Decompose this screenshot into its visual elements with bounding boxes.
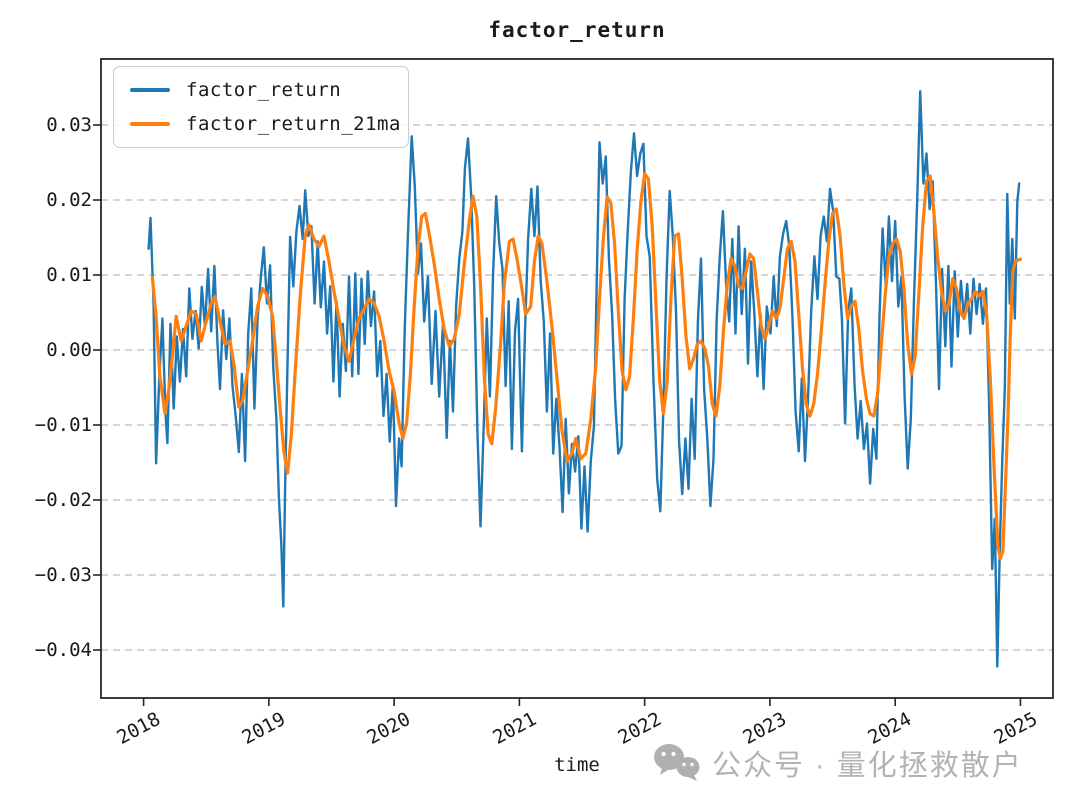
watermark-text: 公众号 · 量化拯救散户 — [712, 750, 1023, 782]
plot-border — [100, 58, 1054, 699]
y-tick-label: 0.01 — [46, 264, 92, 286]
x-axis-label: time — [554, 754, 600, 776]
y-tick-label: −0.01 — [34, 414, 92, 436]
legend-label: factor_return — [186, 79, 342, 101]
wechat-icon — [654, 744, 700, 781]
chart-title: factor_return — [488, 18, 666, 42]
y-tick-label: 0.02 — [46, 189, 92, 211]
y-tick-label: −0.03 — [34, 564, 92, 586]
watermark: 公众号 · 量化拯救散户 — [652, 742, 1023, 784]
legend-line-swatch-blue — [130, 88, 170, 92]
legend-label: factor_return_21ma — [186, 113, 401, 135]
legend-line-swatch-orange — [130, 122, 170, 126]
series-line-factor_return_21ma — [150, 172, 1023, 561]
legend-item-factor-return-21ma: factor_return_21ma — [130, 113, 408, 135]
legend: factor_return factor_return_21ma — [113, 66, 409, 148]
y-tick-label: 0.03 — [46, 114, 92, 136]
y-tick-label: −0.04 — [34, 639, 92, 661]
y-tick-label: 0.00 — [46, 339, 92, 361]
legend-item-factor-return: factor_return — [130, 79, 408, 101]
series-line-factor_return — [147, 90, 1021, 668]
y-tick-label: −0.02 — [34, 489, 92, 511]
